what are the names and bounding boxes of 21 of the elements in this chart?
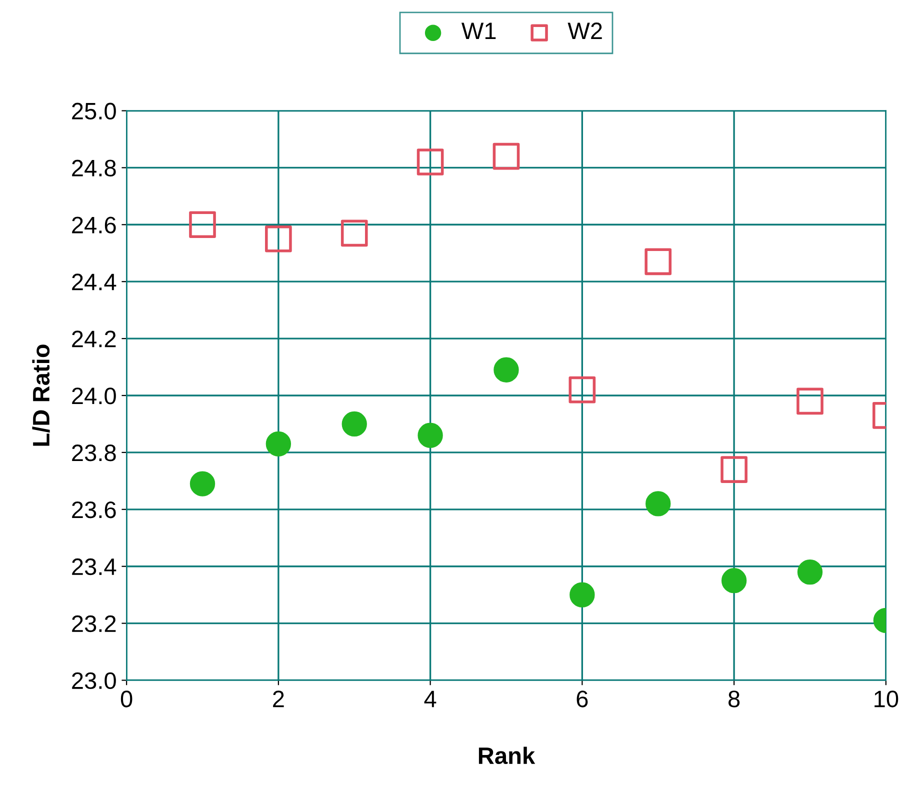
y-tick-label: 24.2: [72, 330, 116, 348]
y-tick-label: 24.4: [72, 274, 116, 290]
legend-label: W2: [568, 22, 602, 40]
legend-label: W1: [461, 22, 496, 40]
x-axis-title: Rank: [478, 746, 536, 764]
y-tick-label: 25.0: [72, 102, 116, 120]
x-tick-label: 6: [576, 690, 588, 708]
x-tick-label: 4: [424, 690, 436, 708]
x-tick-label: 2: [273, 690, 284, 708]
x-tick-label: 8: [728, 690, 740, 708]
y-axis-title: L/D Ratio: [32, 344, 50, 446]
x-tick-label: 0: [120, 690, 132, 708]
y-tick-label: 23.4: [72, 558, 116, 576]
y-tick-label: 24.0: [72, 388, 116, 404]
y-tick-label: 23.2: [72, 615, 116, 632]
x-tick-label: 10: [874, 690, 898, 708]
y-tick-label: 24.6: [72, 216, 116, 234]
y-tick-label: 23.0: [72, 672, 116, 690]
y-tick-label: 23.8: [72, 444, 116, 462]
y-tick-label: 23.6: [72, 501, 116, 518]
y-tick-label: 24.8: [72, 160, 116, 176]
